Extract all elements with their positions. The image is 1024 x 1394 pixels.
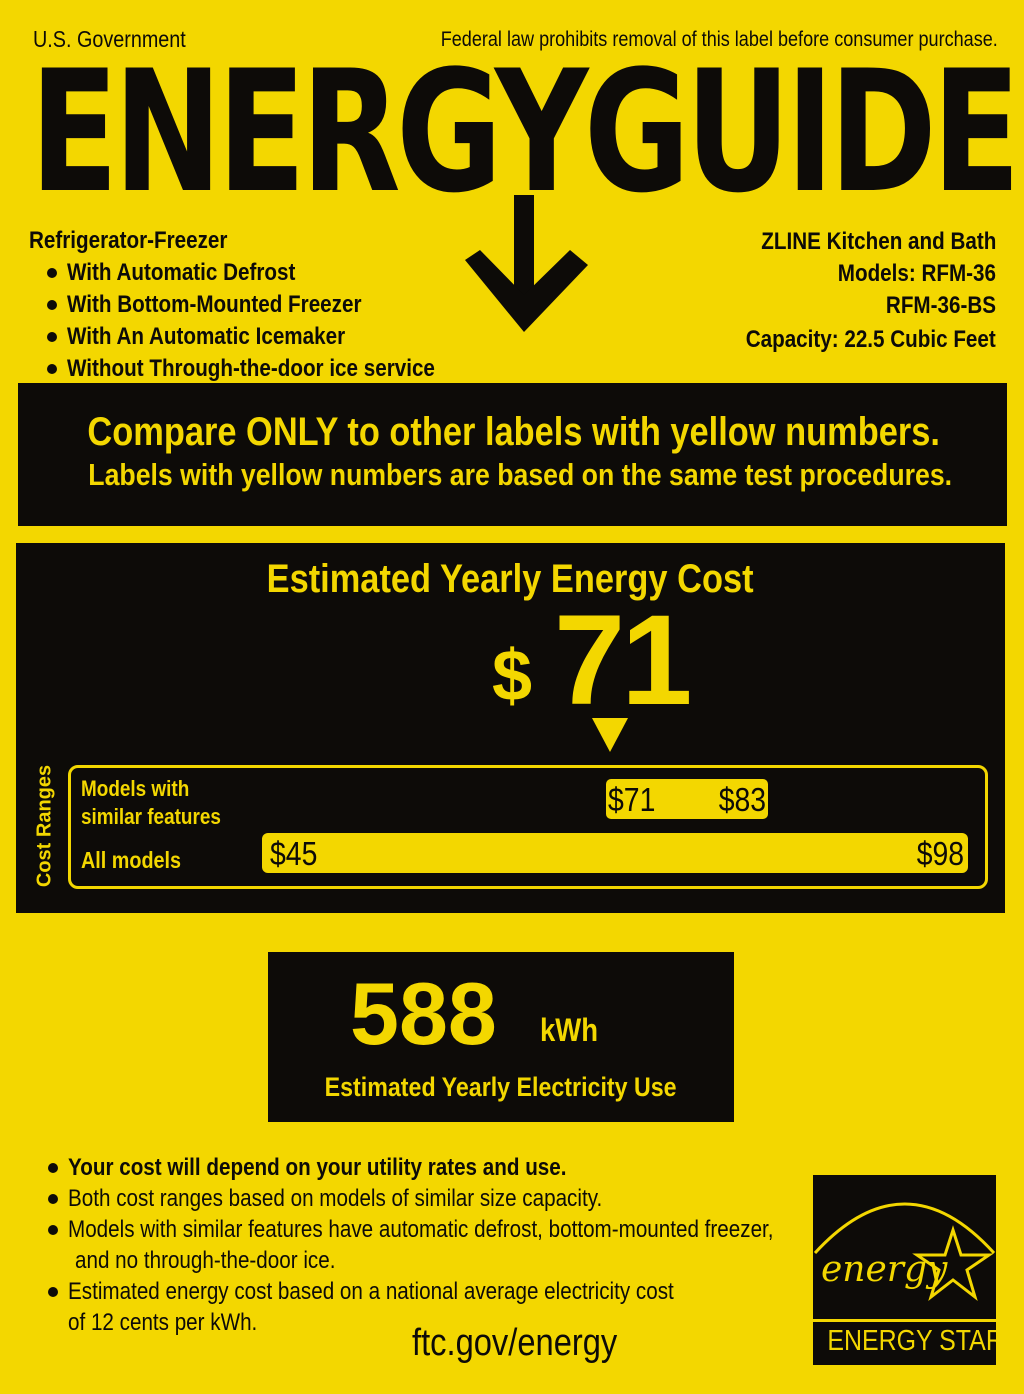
removal-warning-text: Federal law prohibits removal of this la… <box>440 28 998 51</box>
down-arrow-icon <box>465 195 588 332</box>
manufacturer: ZLINE Kitchen and Bath <box>760 228 996 255</box>
notes-list: Your cost will depend on your utility ra… <box>30 1152 888 1338</box>
capacity: Capacity: 22.5 Cubic Feet <box>745 326 996 353</box>
all-range-bar: $45 $98 <box>262 833 968 873</box>
cost-pointer-icon <box>592 718 629 752</box>
energy-script-text: energy <box>821 1249 948 1290</box>
energy-star-logo: energy ENERGY STAR <box>813 1175 1004 1365</box>
note-item: Your cost will depend on your utility ra… <box>30 1152 888 1183</box>
feature-item: With An Automatic Icemaker <box>29 321 495 353</box>
all-max-value: $98 <box>916 835 964 872</box>
ftc-url-link[interactable]: ftc.gov/energy <box>412 1322 618 1364</box>
yearly-cost-panel: Estimated Yearly Energy Cost $ 71 Cost R… <box>16 543 1005 913</box>
product-type: Refrigerator-Freezer <box>29 227 228 254</box>
cost-value: 71 <box>554 589 692 732</box>
electricity-use-panel: 588 kWh Estimated Yearly Electricity Use <box>268 952 734 1122</box>
feature-list: With Automatic Defrost With Bottom-Mount… <box>29 257 495 385</box>
cost-currency: $ <box>492 636 533 716</box>
all-min-value: $45 <box>270 835 318 872</box>
feature-item: With Automatic Defrost <box>29 257 495 289</box>
product-info: Refrigerator-Freezer With Automatic Defr… <box>29 225 495 385</box>
kwh-unit: kWh <box>540 1012 599 1048</box>
compare-banner: Compare ONLY to other labels with yellow… <box>18 383 1007 526</box>
similar-max-value: $83 <box>718 781 767 818</box>
energy-star-icon: energy <box>813 1202 996 1302</box>
note-item: Both cost ranges based on models of simi… <box>30 1183 888 1214</box>
feature-item: With Bottom-Mounted Freezer <box>29 289 495 321</box>
kwh-value: 588 <box>350 964 497 1063</box>
all-models-label: All models <box>81 847 182 873</box>
models-line-2: RFM-36-BS <box>885 292 996 319</box>
similar-min-value: $71 <box>608 781 656 818</box>
energyguide-title: ENERGYGUIDE <box>30 34 1021 230</box>
cost-ranges-label: Cost Ranges <box>33 764 56 888</box>
model-info: ZLINE Kitchen and Bath Models: RFM-36 RF… <box>705 226 996 356</box>
note-item: Estimated energy cost based on a nationa… <box>30 1276 888 1307</box>
cost-ranges-box <box>68 765 988 889</box>
energy-star-label: ENERGY STAR <box>827 1325 1004 1357</box>
models-line-1: Models: RFM-36 <box>837 260 996 287</box>
compare-line-1: Compare ONLY to other labels with yellow… <box>87 410 940 454</box>
similar-models-label: Models with similar features <box>81 776 221 829</box>
electricity-use-label: Estimated Yearly Electricity Use <box>325 1072 677 1102</box>
note-item-continued: and no through-the-door ice. <box>75 1247 336 1274</box>
feature-item: Without Through-the-door ice service <box>29 353 495 385</box>
yearly-cost-heading: Estimated Yearly Energy Cost <box>267 557 754 601</box>
us-government-text: U.S. Government <box>33 26 186 52</box>
note-item-continued: of 12 cents per kWh. <box>68 1309 258 1336</box>
compare-line-2: Labels with yellow numbers are based on … <box>88 457 953 492</box>
similar-range-bar: $71 $83 <box>606 779 769 819</box>
note-item: Models with similar features have automa… <box>30 1214 888 1245</box>
